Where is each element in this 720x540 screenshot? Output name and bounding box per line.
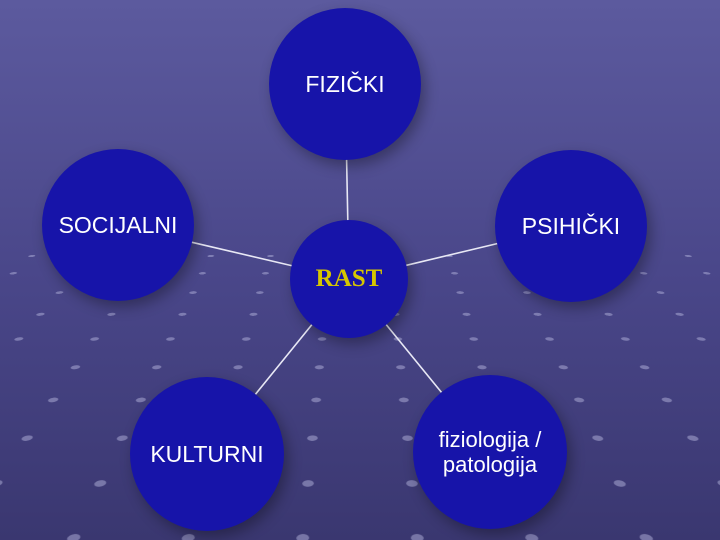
spoke-line [386, 325, 441, 393]
center-label: RAST [316, 265, 383, 294]
node-label: KULTURNI [150, 441, 263, 467]
center-node: RAST [290, 220, 408, 338]
spoke-line [347, 160, 348, 220]
node-kulturni: KULTURNI [130, 377, 284, 531]
spoke-line [406, 244, 497, 266]
node-label: fiziologija / patologija [419, 427, 561, 478]
node-socijalni: SOCIJALNI [42, 149, 194, 301]
node-label: SOCIJALNI [59, 212, 178, 238]
diagram-stage: FIZIČKI PSIHIČKI fiziologija / patologija K… [0, 0, 720, 540]
node-fiziopat: fiziologija / patologija [413, 375, 567, 529]
spoke-line [256, 325, 312, 394]
node-psihicki: PSIHIČKI [495, 150, 647, 302]
spoke-line [192, 242, 292, 265]
node-label: FIZIČKI [305, 71, 384, 97]
node-fizicki: FIZIČKI [269, 8, 421, 160]
node-label: PSIHIČKI [522, 213, 620, 239]
